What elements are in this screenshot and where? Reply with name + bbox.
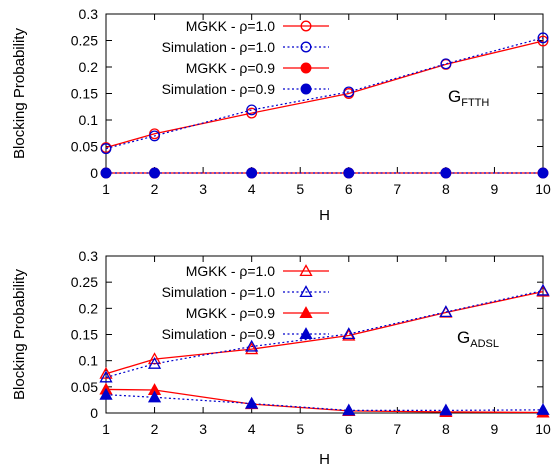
series-line [105,40,544,149]
series-4 [99,387,550,416]
legend-label: Simulation - ρ=1.0 [162,284,276,300]
legend-marker [299,327,313,340]
x-tick-label: 9 [491,181,499,197]
data-point [439,403,453,416]
series-2 [99,283,550,383]
x-tick-label: 5 [296,181,304,197]
data-point [147,390,162,403]
data-point [245,339,259,352]
panel-annotation: GADSL [457,328,499,350]
data-point [537,32,549,44]
y-axis-label: Blocking Probability [11,28,28,159]
chart-panel-1: 1 2 3 4 5 6 7 8 9 10 0 0.05 0.1 0.15 0.2 0.25 0.3 H Blocki… [11,6,551,224]
legend-marker [299,306,313,319]
data-point [440,167,452,179]
series-line [105,394,544,411]
data-point [245,396,259,409]
y-tick-label: 0.2 [79,300,99,316]
data-point [537,167,549,179]
series-line [105,37,544,150]
series-line [105,289,544,378]
x-tick-label: 6 [345,421,353,437]
x-tick-label: 6 [345,181,353,197]
y-tick-label: 0.1 [79,112,99,128]
data-point [147,356,162,369]
x-axis-label: H [319,207,330,224]
data-point [100,167,112,179]
y-tick-label: 0.25 [71,274,98,290]
y-tick-label: 0.05 [71,379,98,395]
x-tick-label: 2 [151,421,159,437]
data-point [439,305,453,318]
x-tick-label: 3 [199,181,207,197]
series-2 [100,32,549,155]
legend-label: Simulation - ρ=0.9 [162,81,276,97]
legend-marker [300,41,312,53]
data-point [342,328,356,341]
y-tick-label: 0.25 [71,33,98,49]
legend-label: Simulation - ρ=0.9 [162,326,276,342]
data-point [536,403,550,415]
legend-label: Simulation - ρ=1.0 [162,39,276,55]
y-tick-label: 0.3 [79,248,99,264]
panel-annotation: GFTTH [448,87,489,109]
x-tick-label: 8 [442,421,450,437]
y-tick-label: 0.05 [71,139,98,155]
y-tick-label: 0.1 [79,353,99,369]
x-tick-label: 4 [248,421,256,437]
x-tick-label: 5 [296,421,304,437]
data-point [537,35,549,47]
legend-label: MGKK - ρ=1.0 [186,263,275,279]
data-point [149,130,161,142]
data-point [342,403,356,416]
y-tick-label: 0 [90,405,98,421]
x-tick-label: 1 [102,421,110,437]
data-point [100,143,112,155]
x-tick-label: 3 [199,421,207,437]
y-tick-label: 0.15 [71,327,98,343]
data-point [99,387,113,400]
legend-label: MGKK - ρ=1.0 [186,18,275,34]
data-point [149,167,161,179]
x-tick-label: 8 [442,181,450,197]
x-tick-label: 7 [393,181,401,197]
data-point [343,86,355,98]
x-tick-label: 10 [535,181,551,197]
legend-marker [299,264,313,277]
data-point [99,370,113,383]
x-tick-label: 2 [151,181,159,197]
x-tick-label: 9 [491,421,499,437]
data-point [245,342,259,355]
data-point [342,327,356,340]
series-4 [100,167,549,179]
data-point [536,283,550,296]
y-axis-label: Blocking Probability [11,269,28,400]
legend-marker [300,62,312,74]
y-tick-label: 0.3 [79,6,99,22]
data-point [246,107,258,119]
legend-label: MGKK - ρ=0.9 [186,60,275,76]
x-tick-label: 7 [393,421,401,437]
data-point [343,167,355,179]
x-tick-label: 10 [535,421,551,437]
y-tick-label: 0.2 [79,59,99,75]
x-tick-label: 1 [102,181,110,197]
data-point [246,104,258,116]
data-point [99,366,113,379]
x-tick-label: 4 [248,181,256,197]
data-point [440,58,452,70]
legend-marker [299,285,313,298]
legend-marker [300,20,312,32]
y-tick-label: 0 [90,165,98,181]
chart-panel-2: 1 2 3 4 5 6 7 8 9 10 0 0.05 0.1 0.15 0.2 0.25 0.3 H Blocki… [11,248,551,468]
legend-marker [300,83,312,95]
series-line [105,388,544,414]
y-tick-label: 0.15 [71,86,98,102]
data-point [246,167,258,179]
series-line [105,290,544,375]
x-axis-label: H [319,451,330,468]
series-3 [99,382,550,418]
legend-label: MGKK - ρ=0.9 [186,305,275,321]
